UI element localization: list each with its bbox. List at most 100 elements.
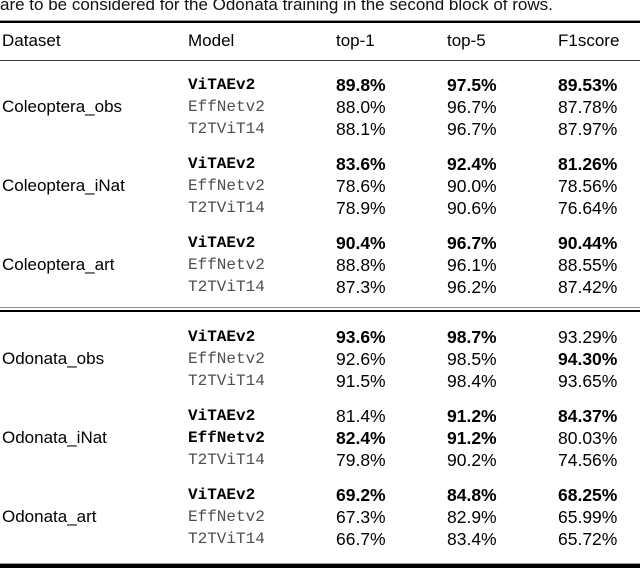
block-odonata-obs: Odonata_obs ViTAEv2 93.6% 98.7% 93.29% E…	[0, 312, 640, 392]
block-separator-group	[0, 298, 640, 312]
table-row: EffNetv2 92.6% 98.5% 94.30%	[0, 348, 640, 370]
f1-cell: 93.29%	[558, 326, 618, 347]
top1-cell: 69.2%	[336, 484, 386, 505]
table-bottom-rule	[0, 563, 640, 568]
top1-cell: 66.7%	[336, 528, 386, 549]
top5-cell: 96.1%	[447, 254, 497, 275]
top5-cell: 97.5%	[447, 74, 497, 95]
top1-cell: 90.4%	[336, 232, 386, 253]
model-cell: ViTAEv2	[188, 486, 256, 504]
table-row: Coleoptera_iNat ViTAEv2 83.6% 92.4% 81.2…	[0, 153, 640, 196]
header-top1: top-1	[336, 23, 447, 61]
top5-cell: 92.4%	[447, 153, 497, 174]
f1-cell: 89.53%	[558, 74, 618, 95]
dataset-cell: Coleoptera_iNat	[2, 176, 125, 195]
dataset-cell: Coleoptera_art	[2, 255, 115, 274]
block-coleoptera-art: Coleoptera_art ViTAEv2 90.4% 96.7% 90.44…	[0, 219, 640, 298]
caption-text: are to be considered for the Odonata tra…	[0, 0, 553, 14]
model-cell: EffNetv2	[188, 350, 265, 368]
row-spacer	[0, 312, 640, 326]
top1-cell: 87.3%	[336, 276, 386, 297]
separator-rule	[0, 307, 640, 312]
block-odonata-inat: Odonata_iNat ViTAEv2 81.4% 91.2% 84.37% …	[0, 392, 640, 471]
top1-cell: 92.6%	[336, 348, 386, 369]
f1-cell: 76.64%	[558, 197, 618, 218]
top1-cell: 78.6%	[336, 175, 386, 196]
model-cell: ViTAEv2	[188, 155, 256, 173]
model-cell: EffNetv2	[188, 256, 265, 274]
dataset-cell: Odonata_iNat	[2, 428, 107, 447]
block-separator	[0, 307, 640, 312]
header-f1score: F1score	[558, 23, 640, 61]
top1-cell: 88.0%	[336, 96, 386, 117]
table-row: T2TViT14 78.9% 90.6% 76.64%	[0, 197, 640, 219]
table-top-rule	[0, 20, 640, 23]
row-spacer	[0, 219, 640, 232]
top5-cell: 98.7%	[447, 326, 497, 347]
top1-cell: 78.9%	[336, 197, 386, 218]
header-dataset: Dataset	[0, 23, 188, 61]
top1-cell: 88.1%	[336, 118, 386, 139]
model-cell: EffNetv2	[188, 508, 265, 526]
header-top5: top-5	[447, 23, 558, 61]
model-cell: ViTAEv2	[188, 407, 256, 425]
f1-cell: 78.56%	[558, 175, 618, 196]
top5-cell: 84.8%	[447, 484, 497, 505]
top5-cell: 90.6%	[447, 197, 497, 218]
top5-cell: 91.2%	[447, 427, 497, 448]
f1-cell: 93.65%	[558, 370, 618, 391]
f1-cell: 84.37%	[558, 405, 618, 426]
model-cell: T2TViT14	[188, 199, 265, 217]
table-row: T2TViT14 66.7% 83.4% 65.72%	[0, 528, 640, 550]
model-cell: EffNetv2	[188, 177, 265, 195]
top1-cell: 81.4%	[336, 405, 386, 426]
table-row: Coleoptera_art ViTAEv2 90.4% 96.7% 90.44…	[0, 232, 640, 275]
block-odonata-art: Odonata_art ViTAEv2 69.2% 84.8% 68.25% E…	[0, 471, 640, 550]
table-row: EffNetv2 78.6% 90.0% 78.56%	[0, 175, 640, 197]
header-row: Dataset Model top-1 top-5 F1score	[0, 23, 640, 61]
block-coleoptera-inat: Coleoptera_iNat ViTAEv2 83.6% 92.4% 81.2…	[0, 140, 640, 219]
top1-cell: 82.4%	[336, 427, 386, 448]
table-row: Odonata_iNat ViTAEv2 81.4% 91.2% 84.37%	[0, 405, 640, 448]
top5-cell: 96.7%	[447, 96, 497, 117]
f1-cell: 68.25%	[558, 484, 618, 505]
table-row: EffNetv2 88.8% 96.1% 88.55%	[0, 254, 640, 276]
top5-cell: 98.4%	[447, 370, 497, 391]
top5-cell: 83.4%	[447, 528, 497, 549]
dataset-cell: Odonata_art	[2, 507, 97, 526]
model-cell: EffNetv2	[188, 98, 265, 116]
top5-cell: 90.2%	[447, 449, 497, 470]
model-cell: EffNetv2	[188, 429, 265, 447]
top5-cell: 90.0%	[447, 175, 497, 196]
model-cell: ViTAEv2	[188, 234, 256, 252]
f1-cell: 94.30%	[558, 348, 618, 369]
row-spacer	[0, 298, 640, 307]
block-coleoptera-obs: Coleoptera_obs ViTAEv2 89.8% 97.5% 89.53…	[0, 60, 640, 140]
top1-cell: 89.8%	[336, 74, 386, 95]
top5-cell: 98.5%	[447, 348, 497, 369]
top1-cell: 83.6%	[336, 153, 386, 174]
model-cell: T2TViT14	[188, 451, 265, 469]
f1-cell: 74.56%	[558, 449, 618, 470]
f1-cell: 65.99%	[558, 506, 618, 527]
f1-cell: 88.55%	[558, 254, 618, 275]
model-cell: T2TViT14	[188, 278, 265, 296]
row-spacer	[0, 140, 640, 153]
model-cell: T2TViT14	[188, 530, 265, 548]
model-cell: T2TViT14	[188, 120, 265, 138]
top1-cell: 79.8%	[336, 449, 386, 470]
table-row: T2TViT14 87.3% 96.2% 87.42%	[0, 276, 640, 298]
top5-cell: 96.2%	[447, 276, 497, 297]
top1-cell: 93.6%	[336, 326, 386, 347]
table-row: Odonata_art ViTAEv2 69.2% 84.8% 68.25%	[0, 484, 640, 527]
top1-cell: 67.3%	[336, 506, 386, 527]
f1-cell: 87.78%	[558, 96, 618, 117]
top5-cell: 82.9%	[447, 506, 497, 527]
results-table: Dataset Model top-1 top-5 F1score Coleop…	[0, 23, 640, 550]
top1-cell: 91.5%	[336, 370, 386, 391]
dataset-cell: Odonata_obs	[2, 349, 105, 368]
table-row: EffNetv2 67.3% 82.9% 65.99%	[0, 506, 640, 528]
f1-cell: 87.97%	[558, 118, 618, 139]
f1-cell: 80.03%	[558, 427, 618, 448]
